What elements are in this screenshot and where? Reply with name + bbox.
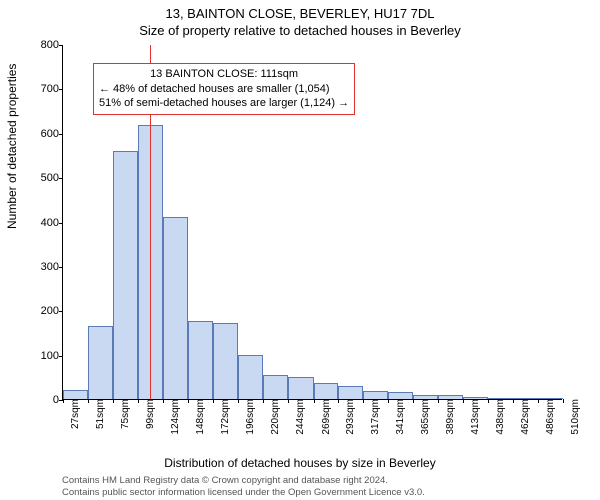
x-tick-label: 389sqm	[442, 399, 456, 435]
x-tick-label: 99sqm	[142, 399, 156, 429]
annotation-line: 51% of semi-detached houses are larger (…	[99, 96, 349, 111]
histogram-bar	[338, 386, 363, 399]
annotation-line: ← 48% of detached houses are smaller (1,…	[99, 82, 349, 97]
x-tick-label: 124sqm	[167, 399, 181, 435]
x-tick-label: 438sqm	[492, 399, 506, 435]
x-tick-label: 196sqm	[242, 399, 256, 435]
x-tick-label: 148sqm	[192, 399, 206, 435]
x-tick-label: 293sqm	[342, 399, 356, 435]
chart-title-main: 13, BAINTON CLOSE, BEVERLEY, HU17 7DL	[0, 6, 600, 21]
histogram-bar	[314, 383, 339, 399]
x-tick-label: 27sqm	[67, 399, 81, 429]
x-tick-mark	[314, 399, 315, 403]
histogram-bar	[113, 151, 138, 400]
histogram-bar	[163, 217, 188, 399]
y-tick-mark	[59, 45, 63, 46]
histogram-bar	[188, 321, 213, 399]
x-tick-mark	[488, 399, 489, 403]
x-tick-mark	[238, 399, 239, 403]
histogram-bar	[238, 355, 263, 399]
y-tick-mark	[59, 223, 63, 224]
histogram-bar	[288, 377, 314, 399]
annotation-box: 13 BAINTON CLOSE: 111sqm← 48% of detache…	[93, 63, 355, 116]
x-tick-label: 269sqm	[318, 399, 332, 435]
x-tick-mark	[138, 399, 139, 403]
y-tick-mark	[59, 89, 63, 90]
plot-area: 010020030040050060070080027sqm51sqm75sqm…	[62, 45, 562, 400]
x-tick-label: 510sqm	[567, 399, 581, 435]
x-tick-mark	[413, 399, 414, 403]
y-axis-label: Number of detached properties	[5, 64, 19, 229]
x-tick-label: 317sqm	[367, 399, 381, 435]
x-tick-label: 365sqm	[417, 399, 431, 435]
y-tick-mark	[59, 356, 63, 357]
x-tick-label: 341sqm	[392, 399, 406, 435]
x-tick-label: 244sqm	[292, 399, 306, 435]
x-tick-mark	[163, 399, 164, 403]
footnote-line2: Contains public sector information licen…	[62, 487, 425, 498]
x-tick-label: 486sqm	[542, 399, 556, 435]
footnote-line1: Contains HM Land Registry data © Crown c…	[62, 475, 425, 486]
x-tick-mark	[113, 399, 114, 403]
x-tick-label: 75sqm	[117, 399, 131, 429]
x-tick-mark	[263, 399, 264, 403]
x-tick-mark	[63, 399, 64, 403]
y-tick-mark	[59, 134, 63, 135]
x-tick-mark	[213, 399, 214, 403]
x-tick-label: 413sqm	[467, 399, 481, 435]
x-tick-mark	[513, 399, 514, 403]
x-tick-label: 51sqm	[92, 399, 106, 429]
footnote: Contains HM Land Registry data © Crown c…	[62, 475, 425, 498]
x-tick-label: 220sqm	[267, 399, 281, 435]
histogram-bar	[263, 375, 288, 399]
chart-title-sub: Size of property relative to detached ho…	[0, 23, 600, 38]
y-tick-mark	[59, 311, 63, 312]
x-tick-mark	[288, 399, 289, 403]
x-tick-mark	[388, 399, 389, 403]
histogram-bar	[213, 323, 238, 399]
histogram-bar	[88, 326, 113, 399]
x-tick-label: 172sqm	[217, 399, 231, 435]
annotation-line: 13 BAINTON CLOSE: 111sqm	[99, 67, 349, 82]
x-axis-label: Distribution of detached houses by size …	[0, 456, 600, 470]
x-tick-mark	[563, 399, 564, 403]
x-tick-mark	[188, 399, 189, 403]
x-tick-mark	[538, 399, 539, 403]
x-tick-mark	[338, 399, 339, 403]
x-tick-mark	[438, 399, 439, 403]
x-tick-label: 462sqm	[517, 399, 531, 435]
y-tick-mark	[59, 267, 63, 268]
histogram-bar	[63, 390, 88, 399]
histogram-bar	[363, 391, 388, 399]
y-tick-mark	[59, 178, 63, 179]
histogram-bar	[388, 392, 413, 399]
property-size-chart: 13, BAINTON CLOSE, BEVERLEY, HU17 7DL Si…	[0, 0, 600, 500]
x-tick-mark	[363, 399, 364, 403]
x-tick-mark	[463, 399, 464, 403]
x-tick-mark	[88, 399, 89, 403]
